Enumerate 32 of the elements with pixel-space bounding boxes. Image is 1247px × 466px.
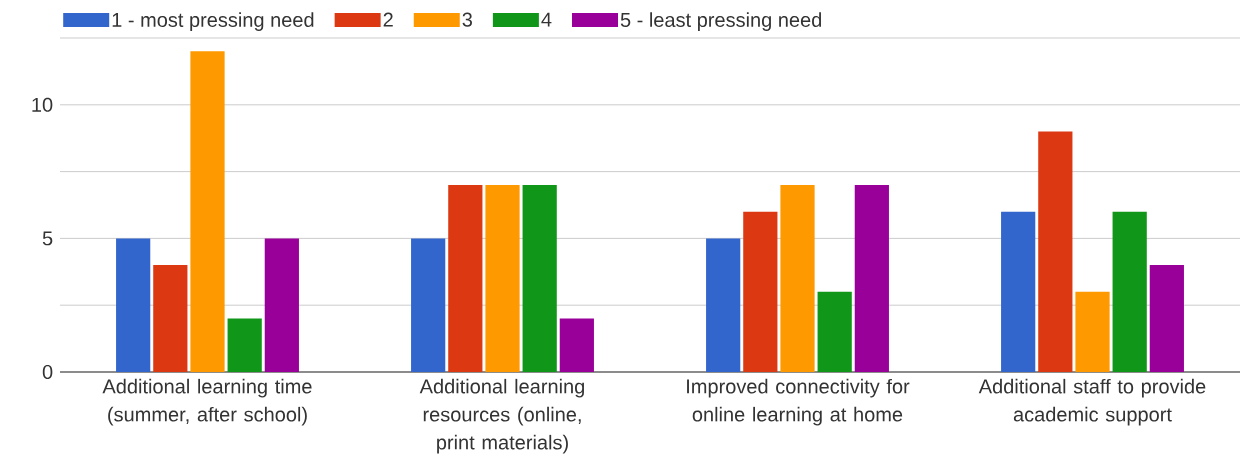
y-tick-label: 0 xyxy=(42,364,53,380)
bar xyxy=(448,184,483,372)
y-tick-label: 5 xyxy=(42,231,53,246)
bar xyxy=(1149,265,1184,372)
bar xyxy=(1112,211,1147,372)
legend-label: 1 - most pressing need xyxy=(112,12,314,31)
bar xyxy=(559,318,594,372)
x-tick-label: Additional learning time (summer, after school) xyxy=(102,378,312,426)
bar xyxy=(116,238,151,372)
bar xyxy=(411,238,446,372)
bar xyxy=(854,184,889,372)
legend-label: 2 xyxy=(383,12,393,27)
x-tick-label: Additional learning resources (online, print materials) xyxy=(419,378,584,454)
bar xyxy=(264,238,299,372)
legend-label: 4 xyxy=(541,12,552,27)
bar xyxy=(190,51,225,372)
bar xyxy=(227,318,262,372)
bar xyxy=(1001,211,1036,372)
bar xyxy=(706,238,741,372)
x-tick-label: Improved connectivity for online learning at home xyxy=(687,378,910,426)
bar xyxy=(522,184,557,372)
bar xyxy=(485,184,520,372)
legend-label: 5 - least pressing need xyxy=(620,12,822,31)
bar xyxy=(817,291,852,372)
bar xyxy=(1038,131,1073,372)
bar xyxy=(153,265,188,372)
bar xyxy=(1075,291,1110,372)
y-tick-label: 10 xyxy=(32,97,53,112)
bar xyxy=(743,211,778,372)
x-tick-label: Additional staff to provide academic support xyxy=(978,378,1206,426)
bar xyxy=(780,184,815,372)
legend-label: 3 xyxy=(462,12,472,27)
